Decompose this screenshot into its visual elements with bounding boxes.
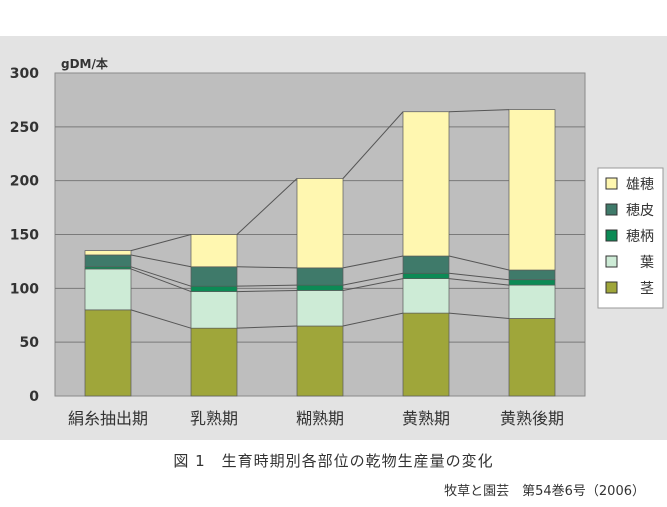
legend-label: 穂皮 <box>626 203 654 219</box>
y-tick-label: 300 <box>10 66 39 82</box>
connector-line <box>448 272 510 281</box>
stacked-bar-chart: gDM/本 0 50 100 150 200 250 300 絹糸抽出期 乳熟期 糊熟期 黄熟期 黄熟後… <box>0 36 667 440</box>
bar-segment <box>296 178 344 269</box>
legend-label: 茎 <box>640 281 654 297</box>
x-tick-label: 黄熟後期 <box>500 409 564 428</box>
connector-line <box>236 266 298 269</box>
bar-segment <box>402 278 450 314</box>
x-tick-label: 絹糸抽出期 <box>68 409 148 428</box>
bar-segment <box>190 234 238 268</box>
bar-segment <box>84 250 132 256</box>
bar-segment <box>402 272 450 279</box>
x-tick-label: 糊熟期 <box>296 409 344 428</box>
connector-line <box>342 312 404 327</box>
legend-label: 雄穂 <box>626 177 654 193</box>
connector-line <box>130 309 192 329</box>
connector-line <box>342 272 404 286</box>
connector-line <box>130 234 192 252</box>
x-tick-label: 黄熟期 <box>402 409 450 428</box>
legend-swatch <box>605 229 618 242</box>
bar-segment <box>190 327 238 397</box>
bar-segment <box>190 266 238 287</box>
legend-label: 葉 <box>640 255 654 271</box>
y-tick-label: 50 <box>20 335 40 351</box>
legend-swatch <box>605 281 618 294</box>
connector-line <box>130 254 192 268</box>
bar-segment <box>402 255 450 274</box>
bar-segment <box>508 269 556 281</box>
bar-segment <box>402 111 450 257</box>
bar-segment <box>84 309 132 397</box>
connector-line <box>130 268 192 293</box>
connector-line <box>236 178 298 235</box>
bar-segment <box>508 279 556 286</box>
bar-segment <box>296 284 344 291</box>
bar-segment <box>508 318 556 397</box>
connector-line <box>236 289 298 293</box>
connector-line <box>236 284 298 287</box>
legend-swatch <box>605 203 618 216</box>
connector-line <box>236 325 298 329</box>
connector-line <box>448 109 510 113</box>
y-tick-label: 0 <box>29 389 39 405</box>
bar-segment <box>296 290 344 327</box>
bar-segment <box>296 325 344 397</box>
figure-source: 牧草と園芸 第54巻6号（2006） <box>444 484 645 499</box>
bar-segment <box>296 267 344 286</box>
connector-line <box>448 255 510 271</box>
x-tick-label: 乳熟期 <box>190 409 238 428</box>
bar-segment <box>508 109 556 271</box>
y-tick-label: 200 <box>10 174 39 190</box>
legend-swatch <box>605 255 618 268</box>
connector-line <box>342 111 404 179</box>
connector-line <box>448 278 510 286</box>
bar-segment <box>84 254 132 268</box>
bar-segment <box>190 291 238 329</box>
bar-segment <box>508 284 556 319</box>
connector-line <box>342 255 404 269</box>
connector-line <box>448 312 510 319</box>
bar-segment <box>84 268 132 311</box>
legend-label: 穂柄 <box>626 229 654 245</box>
legend-swatch <box>605 177 618 190</box>
figure-caption: 図 1 生育時期別各部位の乾物生産量の変化 <box>173 452 494 470</box>
y-unit-label: gDM/本 <box>61 56 108 71</box>
y-tick-label: 100 <box>10 281 39 297</box>
chart-area: gDM/本 0 50 100 150 200 250 300 絹糸抽出期 乳熟期 糊熟期 黄熟期 黄熟後… <box>0 36 667 440</box>
y-tick-label: 150 <box>10 228 39 244</box>
bar-segment <box>402 312 450 397</box>
connector-line <box>130 266 192 287</box>
y-tick-label: 250 <box>10 120 39 136</box>
bar-segment <box>190 285 238 292</box>
connector-line <box>342 278 404 291</box>
